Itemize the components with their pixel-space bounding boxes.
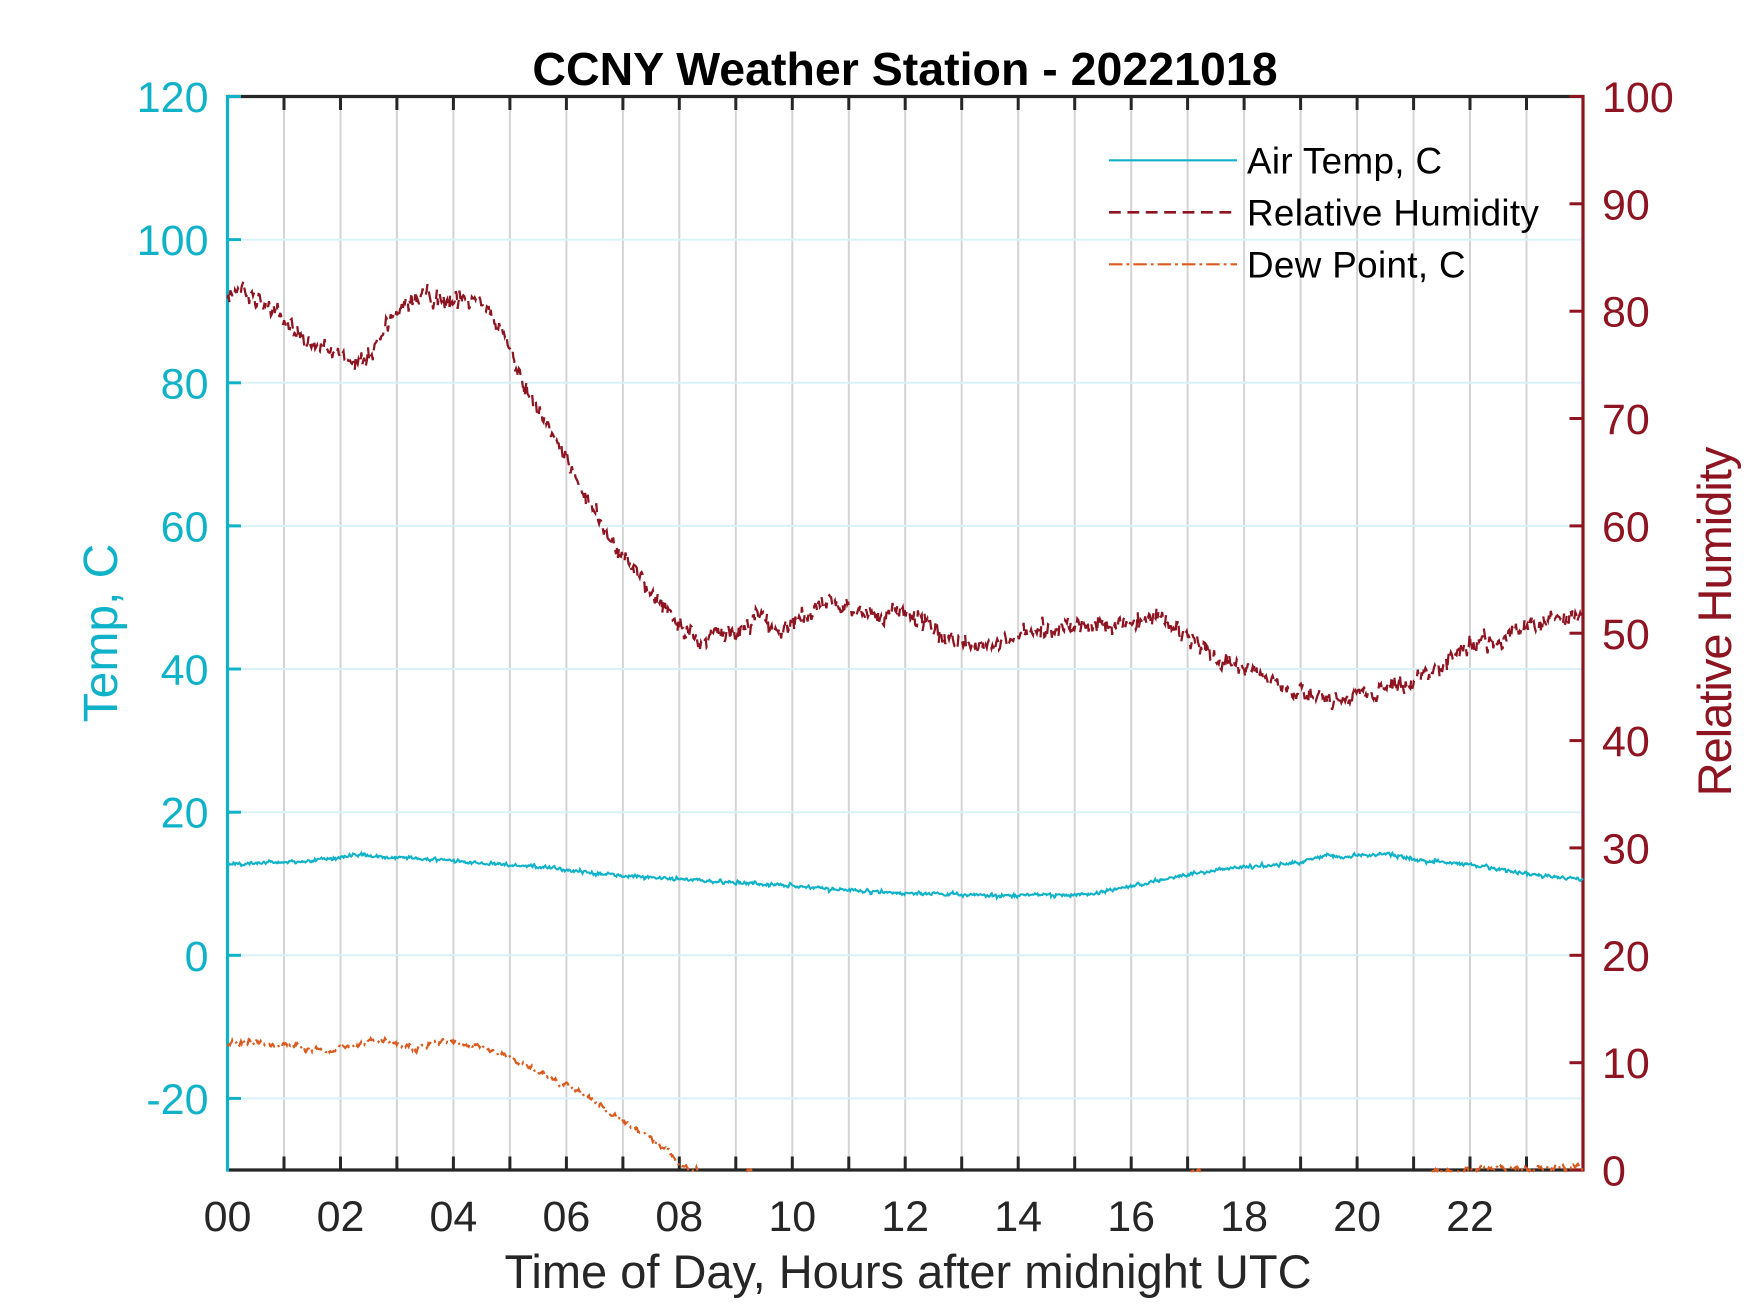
svg-text:Relative Humidity: Relative Humidity — [1247, 193, 1539, 234]
svg-text:CCNY Weather Station - 2022101: CCNY Weather Station - 20221018 — [532, 43, 1277, 95]
svg-text:40: 40 — [161, 647, 209, 695]
svg-text:30: 30 — [1602, 825, 1650, 873]
svg-text:Time of Day, Hours after midni: Time of Day, Hours after midnight UTC — [504, 1245, 1311, 1298]
svg-text:60: 60 — [161, 503, 209, 551]
svg-text:20: 20 — [1602, 933, 1650, 981]
svg-text:22: 22 — [1446, 1193, 1494, 1241]
svg-text:120: 120 — [137, 74, 209, 122]
svg-text:10: 10 — [768, 1193, 816, 1241]
svg-text:90: 90 — [1602, 181, 1650, 229]
svg-text:Relative Humidity: Relative Humidity — [1688, 446, 1741, 796]
svg-text:0: 0 — [185, 933, 209, 981]
svg-text:-20: -20 — [146, 1076, 208, 1124]
svg-text:00: 00 — [204, 1193, 252, 1241]
svg-text:80: 80 — [161, 360, 209, 408]
svg-text:50: 50 — [1602, 611, 1650, 659]
svg-text:10: 10 — [1602, 1040, 1650, 1088]
svg-text:08: 08 — [655, 1193, 703, 1241]
svg-text:100: 100 — [1602, 74, 1674, 122]
svg-text:0: 0 — [1602, 1148, 1626, 1196]
svg-text:60: 60 — [1602, 503, 1650, 551]
svg-text:80: 80 — [1602, 289, 1650, 337]
svg-text:12: 12 — [881, 1193, 929, 1241]
svg-text:02: 02 — [317, 1193, 365, 1241]
svg-text:Air Temp, C: Air Temp, C — [1247, 141, 1442, 182]
svg-text:20: 20 — [1333, 1193, 1381, 1241]
svg-text:06: 06 — [542, 1193, 590, 1241]
svg-text:Temp, C: Temp, C — [75, 544, 128, 723]
svg-text:Dew Point, C: Dew Point, C — [1247, 245, 1466, 286]
svg-text:40: 40 — [1602, 718, 1650, 766]
svg-text:100: 100 — [137, 217, 209, 265]
svg-text:14: 14 — [994, 1193, 1042, 1241]
svg-text:18: 18 — [1220, 1193, 1268, 1241]
svg-text:20: 20 — [161, 790, 209, 838]
svg-text:16: 16 — [1107, 1193, 1155, 1241]
svg-text:04: 04 — [429, 1193, 477, 1241]
svg-text:70: 70 — [1602, 396, 1650, 444]
